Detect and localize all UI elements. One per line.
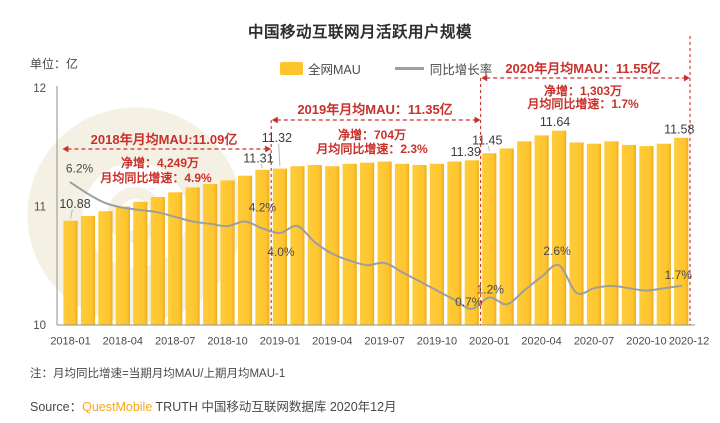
- svg-text:11.39: 11.39: [451, 145, 481, 159]
- svg-text:12: 12: [33, 83, 46, 95]
- svg-text:2018-10: 2018-10: [207, 336, 247, 348]
- bar-series-swatch-icon: [280, 62, 303, 75]
- svg-text:2019-04: 2019-04: [312, 336, 352, 348]
- annotation-2018-title: 2018年月均MAU:11.09亿: [90, 132, 238, 147]
- svg-text:2020-04: 2020-04: [521, 336, 561, 348]
- svg-text:2019-07: 2019-07: [364, 336, 404, 348]
- svg-text:11.64: 11.64: [540, 115, 570, 129]
- svg-text:4.0%: 4.0%: [267, 245, 295, 259]
- annotation-2019-growth: 月均同比增速：2.3%: [316, 142, 428, 156]
- legend-item-mau[interactable]: 全网MAU: [280, 59, 361, 78]
- svg-text:11.45: 11.45: [472, 134, 502, 148]
- svg-text:2018-01: 2018-01: [50, 336, 90, 348]
- annotation-2020-net-add: 净增：1,303万: [543, 84, 623, 98]
- footnote: 注：月均同比增速=当期月均MAU/上期月均MAU-1: [30, 368, 286, 380]
- svg-text:2019-10: 2019-10: [417, 336, 457, 348]
- legend-bar-label: 全网MAU: [308, 63, 361, 77]
- source-rest: TRUTH 中国移动互联网数据库 2020年12月: [152, 400, 397, 414]
- svg-text:2018-04: 2018-04: [103, 336, 143, 348]
- source-brand: QuestMobile: [82, 400, 153, 414]
- svg-text:2019-01: 2019-01: [260, 336, 300, 348]
- legend-line-label: 同比增长率: [429, 63, 493, 77]
- annotation-2020-growth: 月均同比增速：1.7%: [527, 97, 639, 111]
- annotation-2019-title: 2019年月均MAU：11.35亿: [297, 102, 453, 117]
- svg-text:0.7%: 0.7%: [455, 295, 483, 309]
- source-prefix: Source：: [30, 400, 83, 414]
- svg-text:11.58: 11.58: [664, 122, 694, 136]
- svg-text:1.2%: 1.2%: [477, 282, 505, 296]
- svg-text:11.32: 11.32: [262, 131, 292, 145]
- annotation-2020-title: 2020年月均MAU：11.55亿: [505, 61, 661, 76]
- legend-item-growth-rate[interactable]: 同比增长率: [394, 59, 493, 78]
- source-line: Source：QuestMobile TRUTH 中国移动互联网数据库 2020…: [30, 396, 397, 415]
- annotation-2019-net-add: 净增：704万: [337, 128, 407, 142]
- legend: 全网MAU 同比增长率: [280, 59, 492, 78]
- chart-title: 中国移动互联网月活跃用户规模: [247, 24, 472, 41]
- unit-label: 单位：亿: [30, 57, 79, 71]
- annotation-2018-net-add: 净增：4,249万: [120, 156, 200, 170]
- svg-text:2018-07: 2018-07: [155, 336, 195, 348]
- svg-text:11: 11: [34, 202, 46, 214]
- svg-text:10.88: 10.88: [59, 197, 90, 211]
- svg-text:10: 10: [33, 320, 46, 332]
- svg-text:6.2%: 6.2%: [66, 161, 94, 175]
- svg-text:2.6%: 2.6%: [543, 244, 571, 258]
- svg-text:2020-10: 2020-10: [626, 336, 666, 348]
- annotation-2018-growth: 月均同比增速：4.9%: [100, 171, 212, 185]
- svg-text:2020-07: 2020-07: [574, 336, 614, 348]
- svg-text:11.31: 11.31: [243, 151, 273, 165]
- svg-text:1.7%: 1.7%: [665, 268, 693, 282]
- svg-text:4.2%: 4.2%: [249, 200, 277, 214]
- line-series-swatch-icon: [394, 67, 424, 70]
- svg-text:2020-01: 2020-01: [469, 336, 509, 348]
- svg-text:2020-12: 2020-12: [669, 336, 709, 348]
